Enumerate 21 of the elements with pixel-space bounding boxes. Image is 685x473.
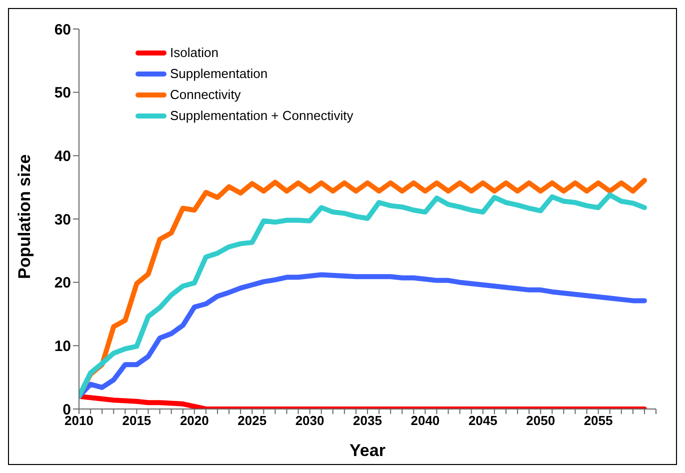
legend-label: Supplementation + Connectivity — [170, 108, 354, 123]
y-tick-label: 30 — [54, 211, 71, 228]
y-tick-label: 50 — [54, 84, 71, 102]
x-tick-label: 2015 — [122, 413, 152, 428]
legend-label: Supplementation — [170, 66, 268, 81]
x-tick-label: 2055 — [584, 413, 613, 428]
x-tick-label: 2025 — [238, 413, 267, 428]
x-tick-label: 2040 — [410, 413, 440, 428]
x-tick-label: 2035 — [353, 413, 382, 428]
y-tick-label: 10 — [54, 338, 71, 355]
y-tick-label: 20 — [54, 274, 71, 292]
x-tick-label: 2050 — [526, 413, 556, 428]
y-axis-title: Population size — [15, 154, 34, 279]
x-tick-label: 2020 — [180, 413, 209, 428]
legend-label: Connectivity — [170, 87, 241, 102]
y-tick-label: 60 — [54, 21, 71, 38]
x-tick-label: 2030 — [295, 413, 324, 428]
x-tick-label: 2045 — [468, 413, 498, 428]
y-tick-label: 40 — [54, 148, 71, 165]
x-axis-title: Year — [350, 441, 386, 460]
legend-label: Isolation — [170, 45, 218, 60]
